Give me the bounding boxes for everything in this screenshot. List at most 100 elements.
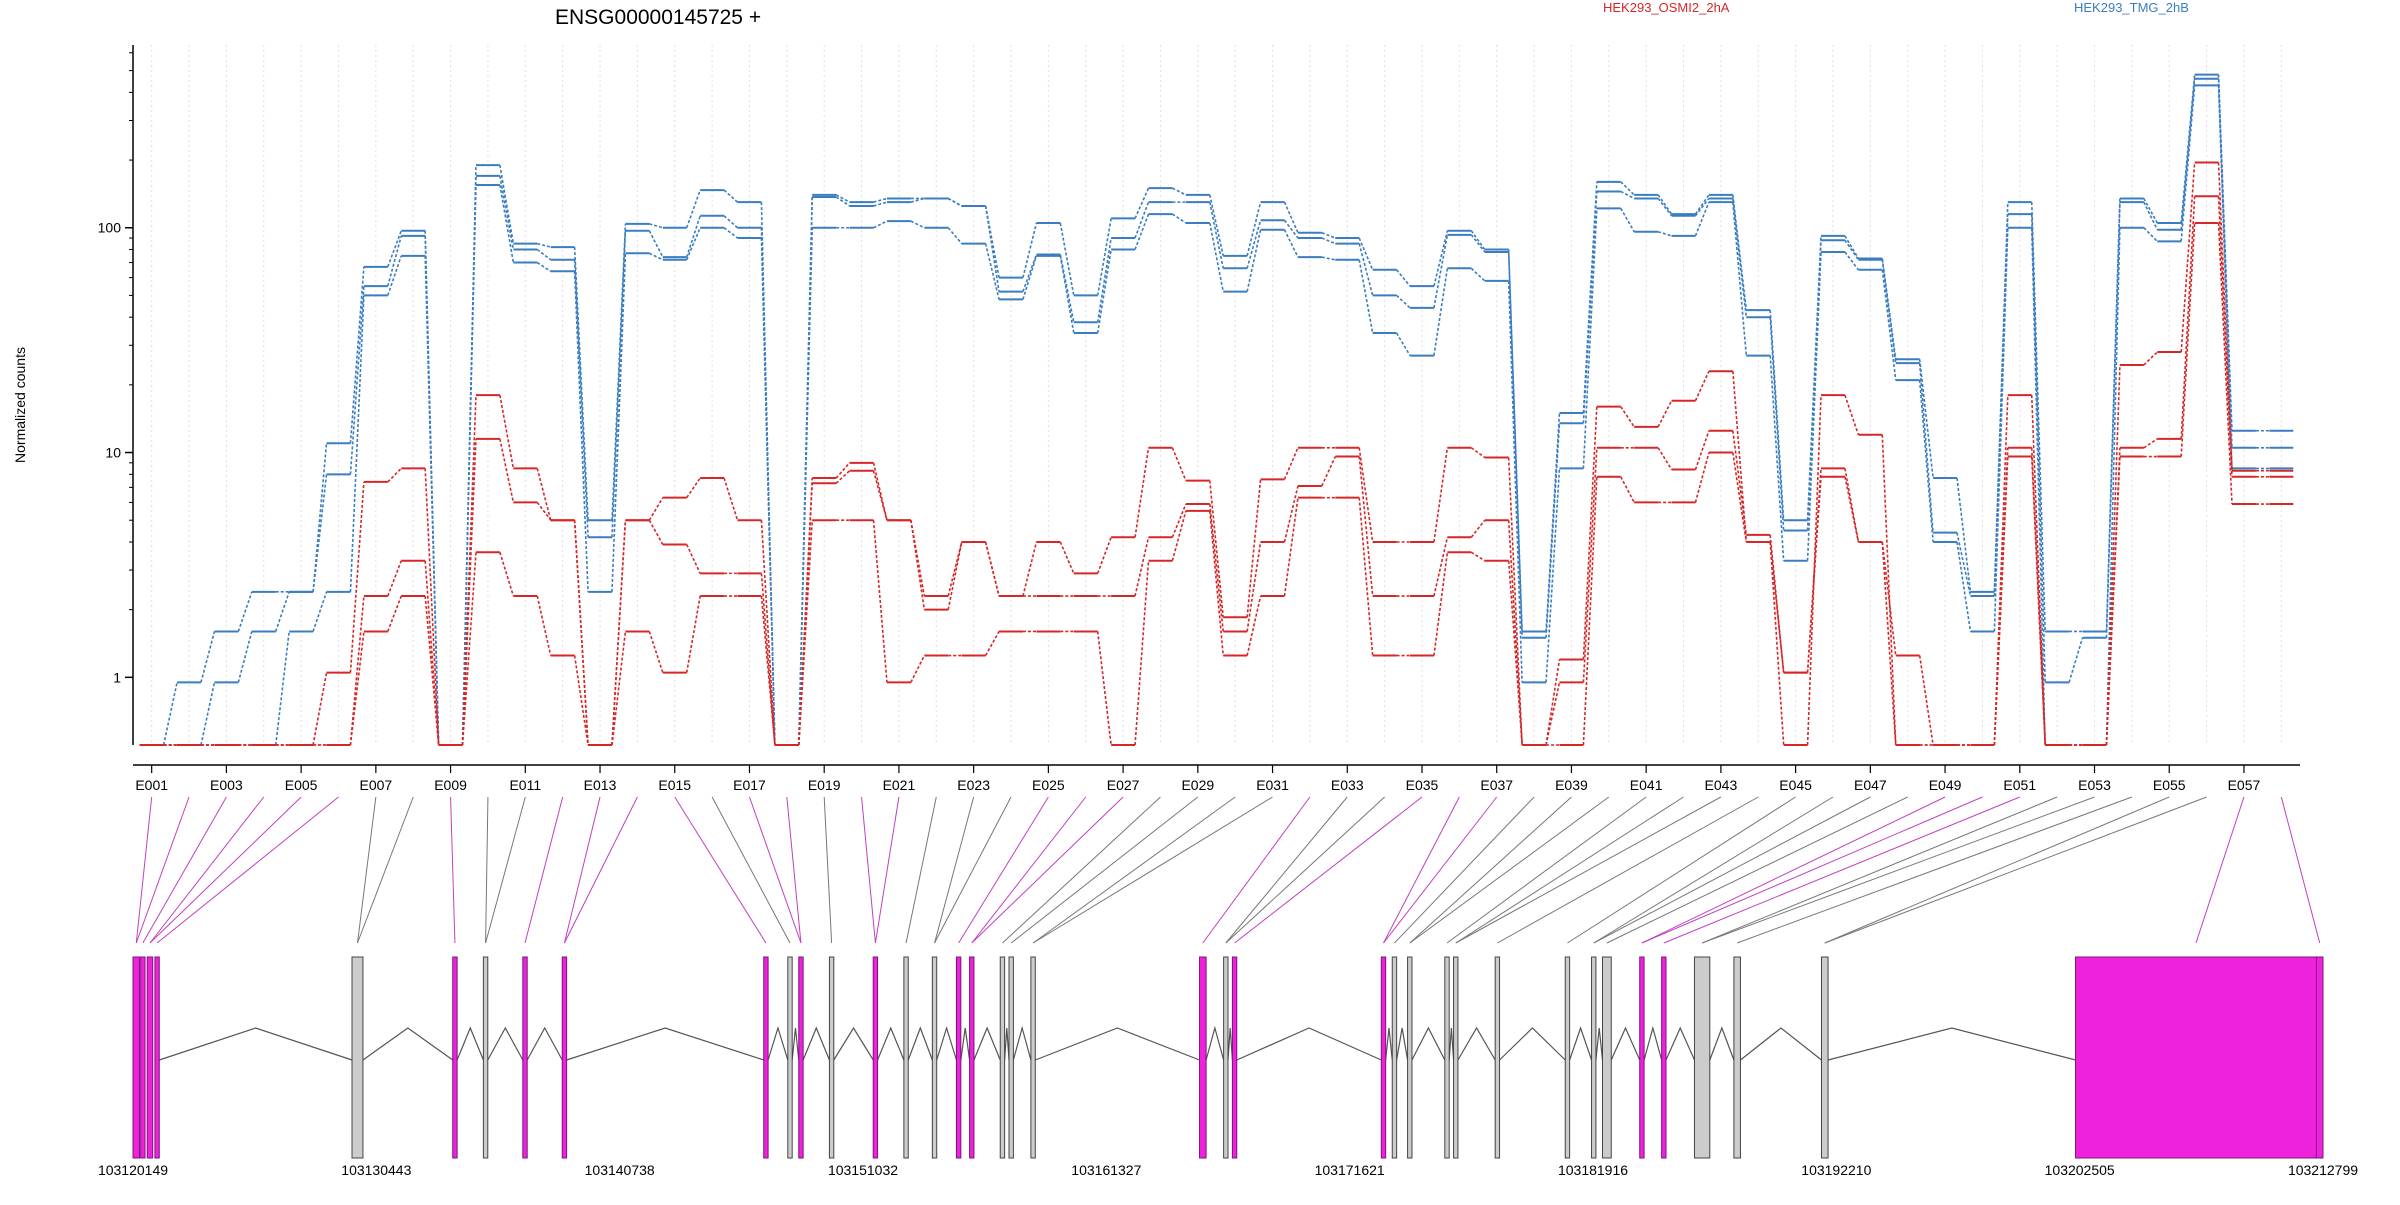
series-step	[461, 552, 477, 746]
series-step	[1769, 541, 1785, 673]
series-step	[536, 501, 552, 521]
intron	[1709, 1026, 1735, 1061]
series-step	[723, 189, 739, 203]
connector	[149, 796, 302, 944]
genomic-tick-label: 103202505	[2045, 1162, 2115, 1178]
series-step	[1769, 317, 1785, 531]
series-step	[1956, 532, 1972, 597]
connector	[1593, 796, 1834, 944]
series-step	[387, 235, 403, 287]
series-step	[499, 184, 515, 263]
intron	[767, 1025, 789, 1061]
series-step	[1694, 201, 1710, 237]
series-step	[760, 520, 776, 746]
intron	[1595, 1027, 1604, 1061]
exon-label: E035	[1406, 777, 1439, 793]
series-step	[1918, 363, 1934, 533]
series-step	[1134, 537, 1150, 597]
series-step	[499, 175, 515, 250]
intron	[907, 1026, 933, 1061]
series-step	[1993, 214, 2009, 597]
series-step	[1283, 219, 1299, 239]
exon-box	[969, 956, 975, 1159]
series-step	[1358, 447, 1374, 543]
series-step	[1321, 256, 1336, 261]
genomic-tick-label: 103171621	[1315, 1162, 1385, 1178]
series-step	[1433, 268, 1449, 356]
connector	[1225, 796, 1385, 944]
series-step	[1358, 237, 1374, 271]
connector	[485, 796, 489, 944]
connector	[1446, 796, 1647, 944]
series-step	[611, 223, 627, 521]
exon-box	[452, 956, 458, 1159]
series-step	[499, 438, 515, 503]
series-step	[1881, 259, 1897, 364]
series-step	[984, 631, 1000, 656]
series-step	[1769, 355, 1785, 561]
series-step	[873, 220, 888, 229]
intron	[1569, 1026, 1593, 1061]
connector	[1409, 796, 1610, 944]
connector	[1002, 796, 1161, 944]
connector	[135, 796, 190, 944]
genomic-tick-label: 103130443	[341, 1162, 411, 1178]
exon-box	[1494, 956, 1501, 1159]
intron	[960, 1027, 971, 1061]
connector	[357, 796, 414, 944]
series-step	[499, 164, 515, 244]
exon-label: E053	[2078, 777, 2111, 793]
series-step	[1134, 213, 1150, 250]
series-step	[312, 591, 328, 632]
exon-label: E017	[733, 777, 766, 793]
connector	[1234, 796, 1423, 944]
exon-box	[1380, 956, 1387, 1159]
series-step	[1657, 197, 1673, 217]
series-step	[1844, 394, 1860, 435]
exon-box	[1601, 956, 1612, 1159]
series-step	[1059, 222, 1075, 296]
series-step	[1694, 370, 1710, 402]
connector	[1641, 796, 1946, 944]
series-step	[835, 462, 851, 479]
series-6	[139, 221, 2294, 746]
exon-box	[872, 956, 879, 1159]
series-step	[312, 474, 328, 592]
exon-box	[903, 956, 909, 1159]
series-step	[910, 655, 926, 683]
series-step	[1769, 534, 1785, 673]
series-step	[274, 631, 290, 746]
series-step	[1620, 476, 1635, 503]
series-step	[237, 631, 253, 683]
series-step	[349, 481, 365, 673]
exon-label: E031	[1256, 777, 1289, 793]
series-step	[947, 197, 963, 207]
series-step	[760, 573, 776, 746]
exon-label: E001	[135, 777, 168, 793]
series-step	[1507, 560, 1523, 746]
series-step	[611, 253, 627, 592]
series-step	[499, 552, 515, 597]
series-step	[1732, 202, 1748, 356]
series-step	[649, 223, 664, 229]
series-step	[1582, 476, 1598, 746]
series-step	[1171, 503, 1187, 538]
series-step	[1470, 447, 1486, 459]
series-step	[1881, 269, 1897, 381]
series-step	[2030, 227, 2046, 746]
exon-box	[351, 956, 364, 1159]
series-step	[537, 242, 551, 248]
series-step	[1433, 234, 1449, 309]
connector	[786, 796, 802, 944]
connector	[2195, 796, 2245, 944]
exon-box	[1391, 956, 1398, 1159]
series-step	[461, 395, 477, 746]
connector	[711, 796, 791, 944]
intron	[1740, 1027, 1822, 1061]
connector	[1701, 796, 2095, 944]
series-step	[1172, 187, 1187, 196]
series-step	[349, 266, 365, 444]
series-step	[2217, 196, 2233, 477]
exon-label: E021	[883, 777, 916, 793]
